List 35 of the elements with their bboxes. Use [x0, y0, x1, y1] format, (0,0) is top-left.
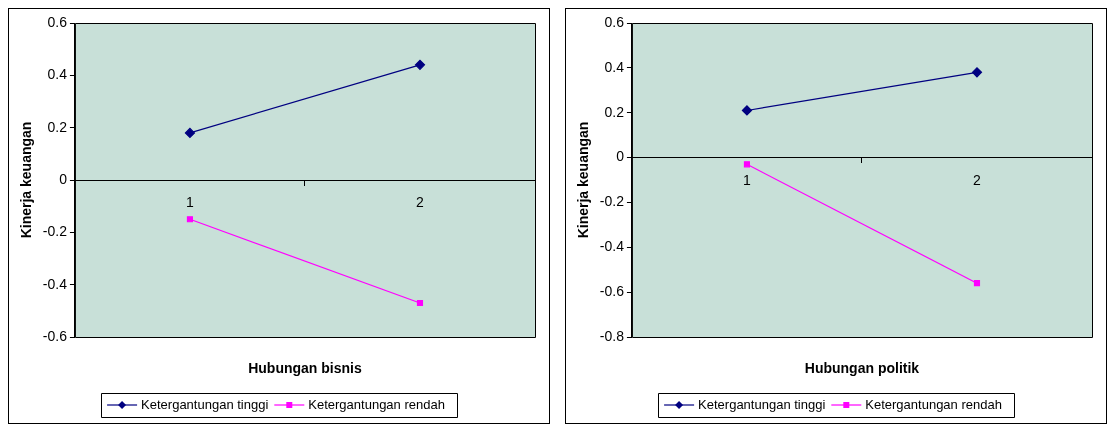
point: [973, 280, 981, 287]
y-tick-label: -0.8: [599, 327, 625, 344]
x-tick-label: 1: [743, 171, 752, 188]
point: [971, 67, 983, 78]
y-tick-label: 0.2: [47, 118, 68, 135]
y-tick-label: 0.2: [604, 103, 625, 120]
legend-label: Ketergantungan tinggi: [698, 396, 826, 412]
y-tick-label: -0.2: [599, 193, 625, 210]
y-tick-label: -0.6: [599, 283, 625, 299]
y-tick-label: 0.6: [604, 13, 625, 30]
x-tick-label: 2: [973, 171, 982, 188]
point: [743, 161, 751, 168]
legend-label: Ketergantungan tinggi: [141, 396, 269, 412]
legend-label: Ketergantungan rendah: [865, 396, 1002, 412]
x-axis-title: Hubungan politik: [804, 359, 920, 376]
y-axis-title: Kinerja keuangan: [18, 121, 35, 239]
point: [741, 105, 753, 116]
point: [416, 299, 424, 307]
x-tick-label: 2: [416, 194, 425, 211]
point: [186, 216, 194, 223]
y-tick-label: -0.6: [42, 327, 68, 344]
y-tick-label: -0.2: [42, 223, 68, 240]
y-tick-label: 0.4: [604, 58, 625, 75]
x-tick-label: 1: [186, 194, 195, 211]
y-tick-label: 0.6: [47, 13, 68, 30]
y-tick-label: 0.4: [47, 66, 68, 83]
legend-label: Ketergantungan rendah: [308, 396, 445, 412]
x-axis-title: Hubungan bisnis: [248, 359, 362, 376]
point: [414, 59, 426, 70]
point: [184, 127, 196, 138]
y-tick-label: 0: [59, 170, 68, 187]
y-tick-label: 0: [616, 148, 625, 165]
y-tick-label: -0.4: [42, 275, 68, 292]
y-tick-label: -0.4: [599, 238, 625, 255]
y-axis-title: Kinerja keuangan: [575, 121, 592, 239]
